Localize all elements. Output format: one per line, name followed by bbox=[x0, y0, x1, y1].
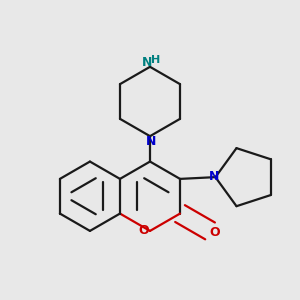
Text: N: N bbox=[142, 56, 152, 69]
Text: H: H bbox=[151, 55, 160, 65]
Text: N: N bbox=[146, 135, 156, 148]
Text: N: N bbox=[209, 170, 220, 183]
Text: O: O bbox=[209, 226, 220, 239]
Text: O: O bbox=[138, 224, 149, 237]
